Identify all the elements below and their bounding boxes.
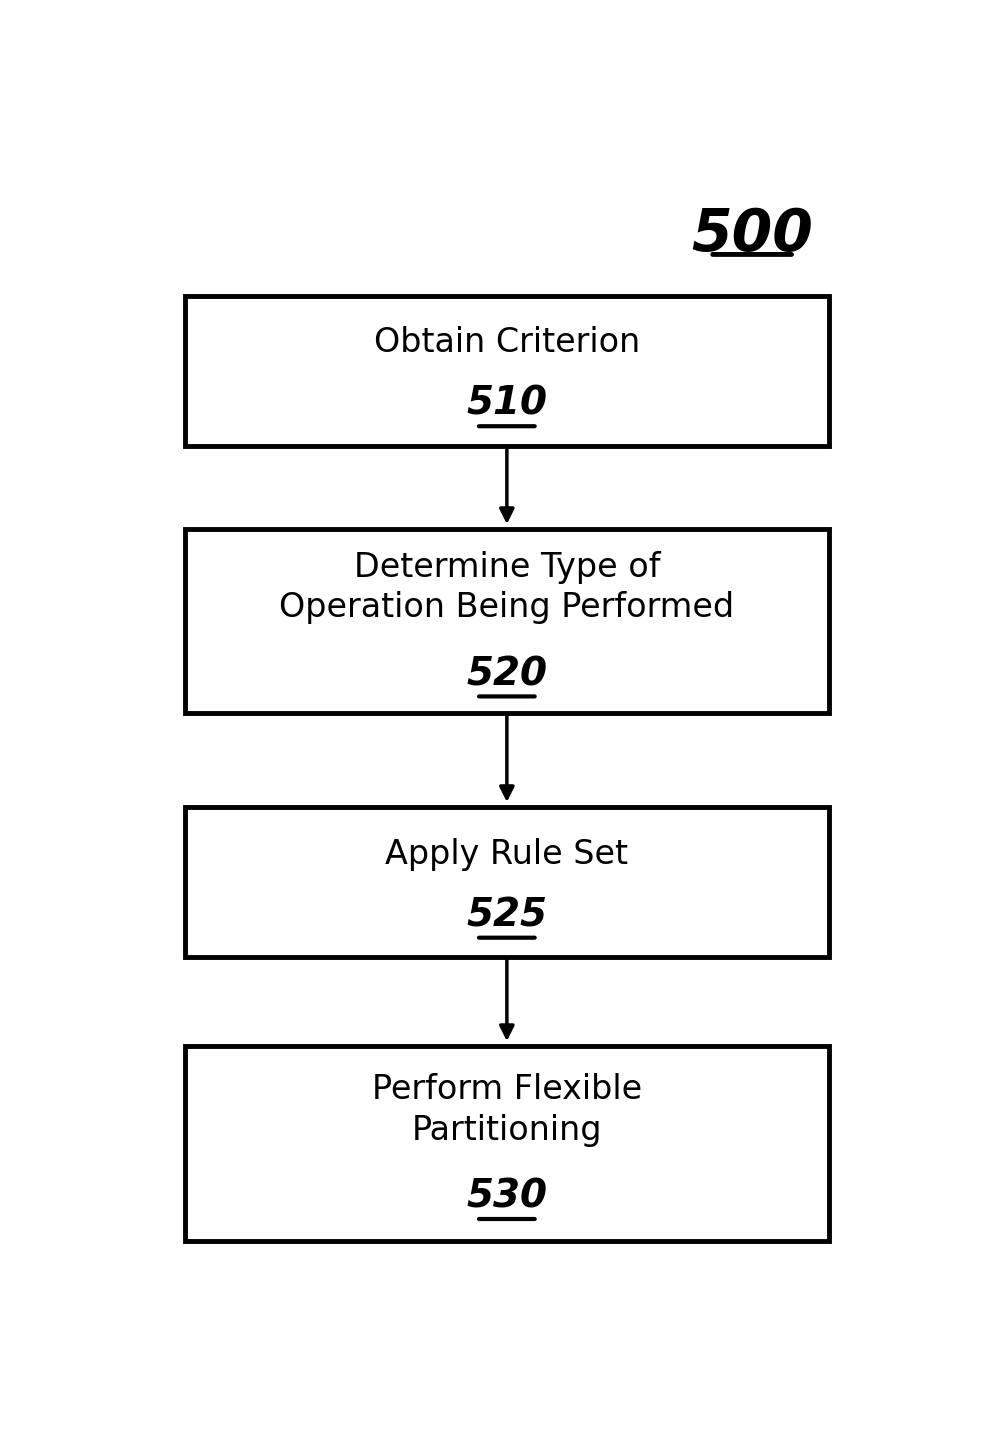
Text: Perform Flexible
Partitioning: Perform Flexible Partitioning	[372, 1073, 642, 1147]
Text: 520: 520	[467, 656, 547, 693]
Text: 525: 525	[467, 897, 547, 934]
Text: 530: 530	[467, 1178, 547, 1216]
Text: 510: 510	[467, 386, 547, 423]
FancyBboxPatch shape	[185, 296, 829, 446]
FancyBboxPatch shape	[185, 529, 829, 712]
Text: 500: 500	[691, 206, 813, 263]
Text: Obtain Criterion: Obtain Criterion	[374, 326, 640, 360]
Text: Determine Type of
Operation Being Performed: Determine Type of Operation Being Perfor…	[279, 550, 735, 624]
FancyBboxPatch shape	[185, 807, 829, 957]
Text: Apply Rule Set: Apply Rule Set	[386, 838, 628, 871]
FancyBboxPatch shape	[185, 1045, 829, 1240]
